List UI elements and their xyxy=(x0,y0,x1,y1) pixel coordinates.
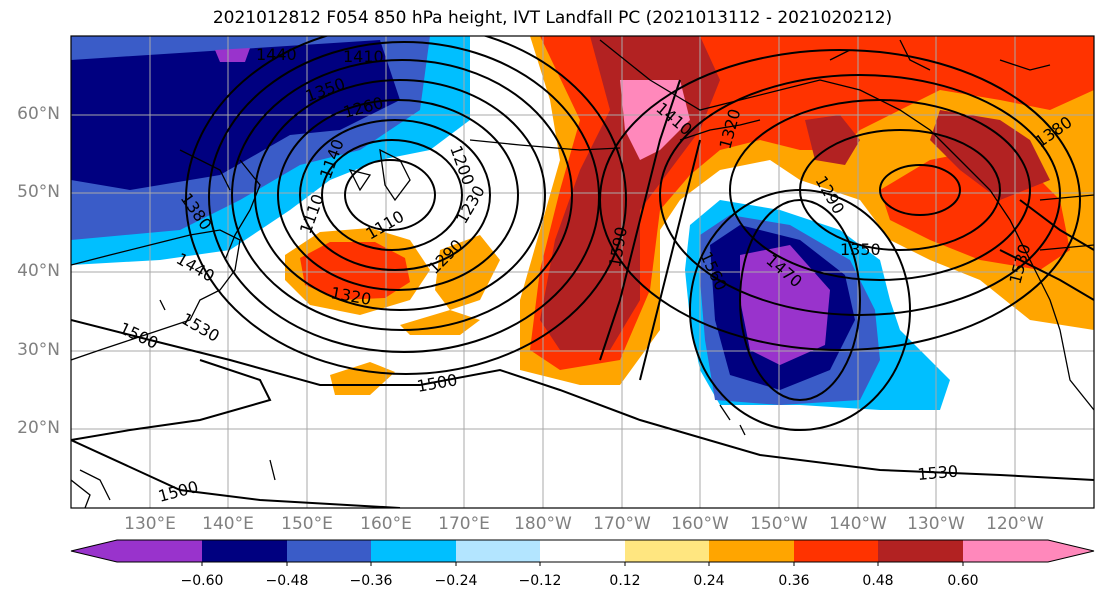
lon-label: 130°W xyxy=(907,514,965,534)
colorbar-tick-label: −0.48 xyxy=(265,573,309,589)
colorbar-tick-label: −0.12 xyxy=(518,573,562,589)
map-frame xyxy=(70,35,1095,509)
lon-label: 140°E xyxy=(202,514,254,534)
lon-label: 160°E xyxy=(360,514,412,534)
colorbar-segment xyxy=(456,540,540,562)
contour-label: 1530 xyxy=(917,462,959,484)
colorbar-segment xyxy=(878,540,963,562)
graticule xyxy=(71,36,1094,508)
colorbar-segment xyxy=(625,540,709,562)
colorbar-segment xyxy=(963,540,1048,562)
lon-label: 150°E xyxy=(281,514,333,534)
colorbar-segment xyxy=(287,540,371,562)
lon-label: 160°W xyxy=(671,514,729,534)
lat-label: 60°N xyxy=(17,104,60,124)
map-title: 2021012812 F054 850 hPa height, IVT Land… xyxy=(212,8,893,28)
lon-label: 170°W xyxy=(593,514,651,534)
colorbar-tick-label: −0.24 xyxy=(434,573,478,589)
colorbar-segment xyxy=(117,540,202,562)
colorbar-segment xyxy=(371,540,456,562)
height-contours xyxy=(71,36,1094,508)
lon-label: 140°W xyxy=(829,514,887,534)
coastlines xyxy=(71,39,1094,508)
colorbar-tick-label: −0.60 xyxy=(180,573,224,589)
lat-label: 30°N xyxy=(17,340,60,360)
colorbar-segment xyxy=(794,540,878,562)
colorbar-segment xyxy=(540,540,625,562)
lat-label: 20°N xyxy=(17,418,60,438)
colorbar-tick-label: 0.12 xyxy=(609,573,641,589)
lon-label: 180°W xyxy=(514,514,572,534)
lon-label: 170°E xyxy=(438,514,490,534)
colorbar-segment xyxy=(709,540,794,562)
colorbar-tick-label: 0.24 xyxy=(693,573,725,589)
lat-label: 40°N xyxy=(17,261,60,281)
colorbar-segment xyxy=(202,540,287,562)
colorbar-tick-label: 0.60 xyxy=(947,573,979,589)
colorbar-segment-low-extend xyxy=(71,540,117,562)
lon-label: 120°W xyxy=(986,514,1044,534)
contour-label: 1410 xyxy=(343,47,384,66)
contour-label: 1350 xyxy=(840,240,881,259)
colorbar-tick-label: 0.36 xyxy=(778,573,810,589)
colorbar-segment-high-extend xyxy=(1048,540,1094,562)
colorbar xyxy=(70,539,1095,566)
lon-label: 130°E xyxy=(124,514,176,534)
lon-label: 150°W xyxy=(750,514,808,534)
colorbar-tick-label: −0.36 xyxy=(349,573,393,589)
contour-label: 1440 xyxy=(256,45,297,64)
lat-label: 50°N xyxy=(17,182,60,202)
colorbar-tick-label: 0.48 xyxy=(862,573,894,589)
